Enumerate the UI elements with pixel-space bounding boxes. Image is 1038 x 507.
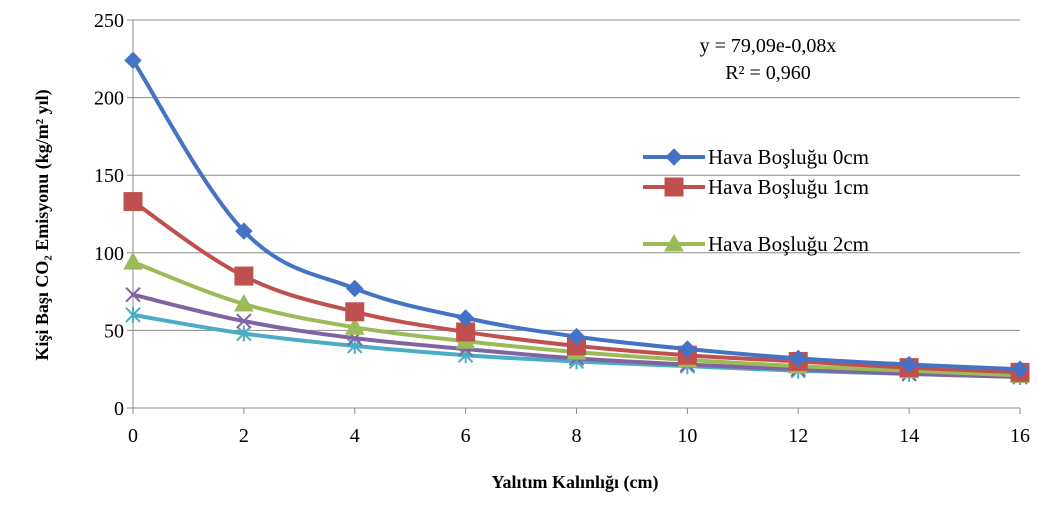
data-point <box>789 349 807 368</box>
y-tick-label: 200 <box>94 88 124 110</box>
data-point <box>234 266 254 286</box>
legend-label: Hava Boşluğu 1cm <box>708 175 869 199</box>
data-point <box>345 302 365 322</box>
x-tick-label: 14 <box>899 425 919 447</box>
x-axis-title: Yalıtım Kalınlığı (cm) <box>492 472 659 493</box>
data-point <box>346 279 364 298</box>
series-line <box>131 58 1022 372</box>
trendline-r-squared: R² = 0,960 <box>725 62 811 84</box>
trendline-equation: y = 79,09e-0,08x <box>700 35 837 57</box>
data-point <box>900 355 918 374</box>
data-point <box>456 309 475 327</box>
legend-item: Hava Boşluğu 1cm <box>643 175 869 199</box>
series-0 <box>124 51 1029 378</box>
data-point <box>236 325 252 342</box>
y-tick-label: 100 <box>94 243 124 265</box>
series-layer <box>123 51 1030 385</box>
data-point <box>678 340 697 358</box>
legend-marker <box>665 148 683 166</box>
data-point <box>236 313 252 329</box>
marker-stroke <box>125 286 141 303</box>
data-point <box>123 252 143 270</box>
x-tick-label: 16 <box>1010 425 1030 447</box>
series-1 <box>123 192 1030 382</box>
data-point <box>125 306 141 323</box>
legend-item: Hava Boşluğu 0cm <box>643 145 869 169</box>
x-tick-label: 10 <box>677 425 697 447</box>
data-point <box>124 51 142 70</box>
data-point <box>567 327 586 346</box>
y-axis-title: Kişi Başı CO₂ Emisyonu (kg/m² yıl) <box>32 89 53 360</box>
data-point <box>1011 360 1029 378</box>
grid-layer <box>133 19 1020 331</box>
y-tick-label: 50 <box>104 320 124 342</box>
data-point <box>347 337 363 354</box>
legend-label: Hava Boşluğu 0cm <box>708 145 869 169</box>
legend: Hava Boşluğu 0cm Hava Boşluğu 1cm Hava Boş… <box>643 145 869 256</box>
y-tick-label: 0 <box>114 398 124 420</box>
data-point <box>123 192 143 212</box>
legend-item: Hava Boşluğu 2cm <box>643 232 869 256</box>
y-tick-label: 150 <box>94 165 124 187</box>
x-tick-label: 0 <box>128 425 138 447</box>
data-point <box>234 293 254 312</box>
x-tick-label: 12 <box>788 425 808 447</box>
data-point <box>125 286 141 303</box>
x-tick-label: 6 <box>461 425 471 447</box>
legend-marker <box>664 177 684 197</box>
y-tick-label: 250 <box>94 10 124 32</box>
legend-label: Hava Boşluğu 2cm <box>708 232 869 256</box>
legend-marker <box>664 233 684 252</box>
axis-layer: 0 50 100 150 200 250 0 2 4 6 8 10 12 14 16 <box>94 10 1030 447</box>
marker-stroke <box>236 313 252 329</box>
data-point <box>344 317 365 335</box>
data-point <box>235 222 253 240</box>
x-tick-label: 4 <box>350 425 360 447</box>
x-tick-label: 8 <box>572 425 582 447</box>
x-tick-label: 2 <box>239 425 249 447</box>
